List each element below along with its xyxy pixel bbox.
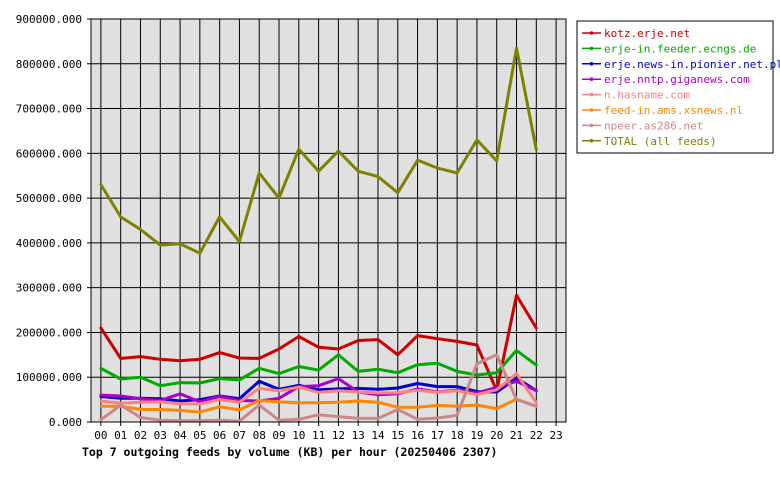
plot-border [90,18,567,423]
x-tick-label: 13 [352,429,365,442]
series-line [99,353,538,423]
y-tick-label: 800000.000 [16,58,82,71]
series-line [99,293,538,393]
series-line [99,397,538,414]
x-tick-label: 19 [470,429,483,442]
series-line [99,376,538,403]
x-tick-label: 04 [173,429,187,442]
x-tick-label: 01 [114,429,127,442]
legend-marker [589,31,594,35]
y-tick-label: 0.000 [49,416,82,429]
legend-label: TOTAL (all feeds) [604,135,717,148]
series-line [99,348,538,388]
x-tick-label: 05 [193,429,206,442]
y-tick-label: 200000.000 [16,326,82,339]
legend-marker [589,139,594,143]
legend-label: n.hasname.com [604,89,690,102]
chart-title: Top 7 outgoing feeds by volume (KB) per … [82,445,497,459]
legend-label: feed-in.ams.xsnews.nl [604,104,743,117]
plot-background [91,19,566,422]
y-tick-label: 400000.000 [16,237,82,250]
legend: kotz.erje.net erje-in.feeder.ecngs.de erje… [576,20,780,154]
x-tick-label: 09 [272,429,285,442]
x-tick-label: 17 [431,429,444,442]
series-line [99,46,538,255]
legend-marker [589,123,594,128]
x-tick-label: 11 [312,429,325,442]
legend-marker [589,77,594,81]
legend-marker [589,62,594,66]
y-tick-label: 700000.000 [16,103,82,116]
y-tick-label: 900000.000 [16,13,82,26]
x-tick-label: 03 [154,429,167,442]
x-tick-label: 10 [292,429,305,442]
y-tick-label: 600000.000 [16,147,82,160]
legend-marker [589,46,594,51]
legend-label: npeer.as286.net [604,119,703,132]
legend-box [576,20,774,154]
x-tick-label: 07 [233,429,246,442]
x-tick-label: 06 [213,429,226,442]
x-tick-label: 12 [332,429,345,442]
legend-label: erje.nntp.giganews.com [604,73,750,86]
legend-marker [589,108,594,112]
legend-label: erje-in.feeder.ecngs.de [604,42,756,55]
series-line [99,372,538,406]
legend-label: kotz.erje.net [604,27,690,40]
y-tick-label: 100000.000 [16,371,82,384]
x-tick-label: 14 [371,429,385,442]
x-tick-label: 08 [253,429,266,442]
y-tick-label: 300000.000 [16,282,82,295]
x-tick-label: 20 [490,429,503,442]
x-tick-label: 02 [134,429,147,442]
x-tick-label: 23 [549,429,562,442]
x-tick-label: 22 [530,429,543,442]
x-tick-label: 18 [451,429,464,442]
legend-label: erje.news-in.pionier.net.pl [604,58,780,71]
legend-marker [589,92,594,97]
y-tick-label: 500000.000 [16,192,82,205]
x-tick-label: 00 [94,429,107,442]
x-tick-label: 15 [391,429,404,442]
x-tick-label: 21 [510,429,523,442]
series-lines [99,46,538,423]
y-axis-ticks: 0.000 100000.000 200000.000 300000.000 40000… [16,13,91,429]
x-tick-label: 16 [411,429,424,442]
x-axis-ticks: 00 01 02 03 04 05 06 07 08 09 10 11 12 13 14 15 16 17 18 19… [94,422,563,442]
